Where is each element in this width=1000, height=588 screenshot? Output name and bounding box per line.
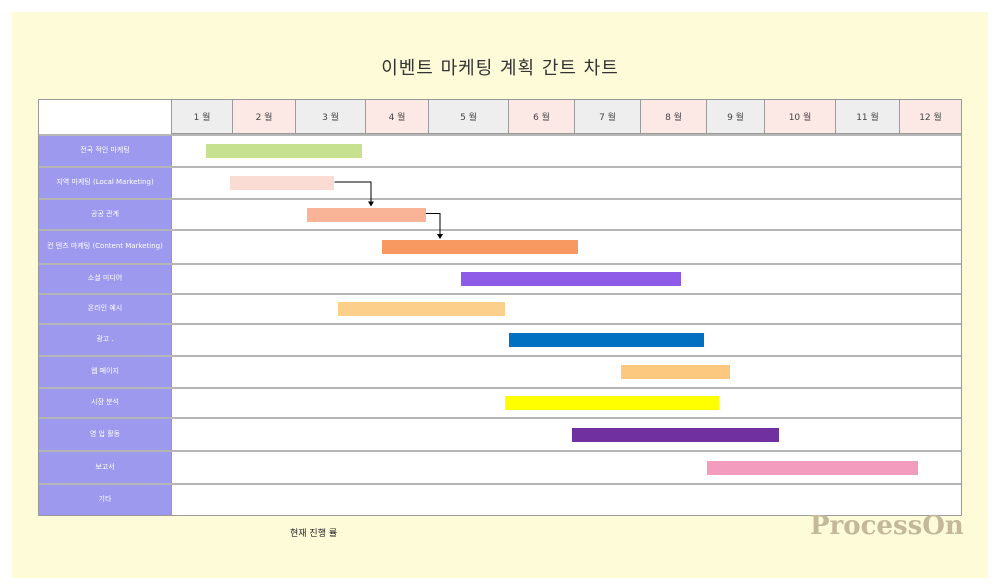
task-bar[interactable] <box>509 333 704 347</box>
dependency-arrows <box>334 181 443 239</box>
month-header-cell: 1 월 <box>172 100 233 134</box>
task-label: 웹 페이지 <box>39 357 172 387</box>
task-row: 온라인 예시 <box>39 293 961 323</box>
task-label: 공공 관계 <box>39 200 172 229</box>
task-timeline <box>172 231 961 263</box>
arrow-head <box>437 234 443 239</box>
task-row: 웹 페이지 <box>39 355 961 387</box>
task-bar[interactable] <box>205 144 363 158</box>
task-row: 보고서 <box>39 450 961 483</box>
dependency-arrow <box>425 213 441 238</box>
task-row: 소셜 미디어 <box>39 263 961 293</box>
task-timeline <box>172 389 961 417</box>
task-timeline <box>172 168 961 198</box>
chart-title: 이벤트 마케팅 계획 간트 차트 <box>381 58 619 79</box>
task-bar[interactable] <box>571 427 780 442</box>
month-header-cell: 4 월 <box>366 100 429 134</box>
task-bar[interactable] <box>505 396 719 410</box>
task-timeline <box>172 200 961 229</box>
task-timeline <box>172 265 961 293</box>
task-label: 소셜 미디어 <box>39 265 172 293</box>
task-row: 영 업 활동 <box>39 417 961 450</box>
task-row: 지역 마케팅 (Local Marketing) <box>39 166 961 198</box>
month-header-cell: 8 월 <box>641 100 707 134</box>
task-timeline <box>172 136 961 166</box>
task-timeline <box>172 357 961 387</box>
task-bar[interactable] <box>381 240 579 254</box>
task-timeline <box>172 295 961 323</box>
task-row: 광고 . <box>39 323 961 355</box>
task-label: 온라인 예시 <box>39 295 172 323</box>
task-label: 지역 마케팅 (Local Marketing) <box>39 168 172 198</box>
header-corner-cell <box>39 100 172 134</box>
task-label: 시장 분석 <box>39 389 172 417</box>
task-row: 기타 <box>39 483 961 515</box>
task-label: 광고 . <box>39 325 172 355</box>
task-label: 보고서 <box>39 452 172 483</box>
dependency-arrow <box>334 181 372 206</box>
month-header-cell: 2 월 <box>233 100 296 134</box>
month-header-cell: 5 월 <box>429 100 509 134</box>
month-header-cell: 12 월 <box>900 100 961 134</box>
task-timeline <box>172 419 961 450</box>
task-label: 전국 적인 마케팅 <box>39 136 172 166</box>
task-row: 공공 관계 <box>39 198 961 229</box>
month-header-cell: 9 월 <box>707 100 765 134</box>
task-row: 전국 적인 마케팅 <box>39 134 961 166</box>
month-header-cell: 3 월 <box>296 100 366 134</box>
month-header-cell: 6 월 <box>509 100 575 134</box>
month-header-cell: 10 월 <box>765 100 836 134</box>
progress-label: 현재 진행 률 <box>290 529 338 539</box>
task-timeline <box>172 452 961 483</box>
month-header-cell: 7 월 <box>575 100 641 134</box>
task-label: 영 업 활동 <box>39 419 172 450</box>
task-timeline <box>172 485 961 515</box>
processon-watermark: ProcessOn <box>810 511 964 541</box>
arrow-head <box>368 201 374 207</box>
task-bar[interactable] <box>461 272 681 286</box>
task-bar[interactable] <box>338 302 505 316</box>
month-header-cell: 11 월 <box>836 100 900 134</box>
task-row: 시장 분석 <box>39 387 961 417</box>
task-label: 컨 텐츠 마케팅 (Content Marketing) <box>39 231 172 263</box>
task-bar[interactable] <box>229 176 335 190</box>
task-bar[interactable] <box>621 365 731 379</box>
task-label: 기타 <box>39 485 172 515</box>
task-bar[interactable] <box>707 460 919 475</box>
task-timeline <box>172 325 961 355</box>
task-row: 컨 텐츠 마케팅 (Content Marketing) <box>39 229 961 263</box>
task-bar[interactable] <box>306 207 426 222</box>
